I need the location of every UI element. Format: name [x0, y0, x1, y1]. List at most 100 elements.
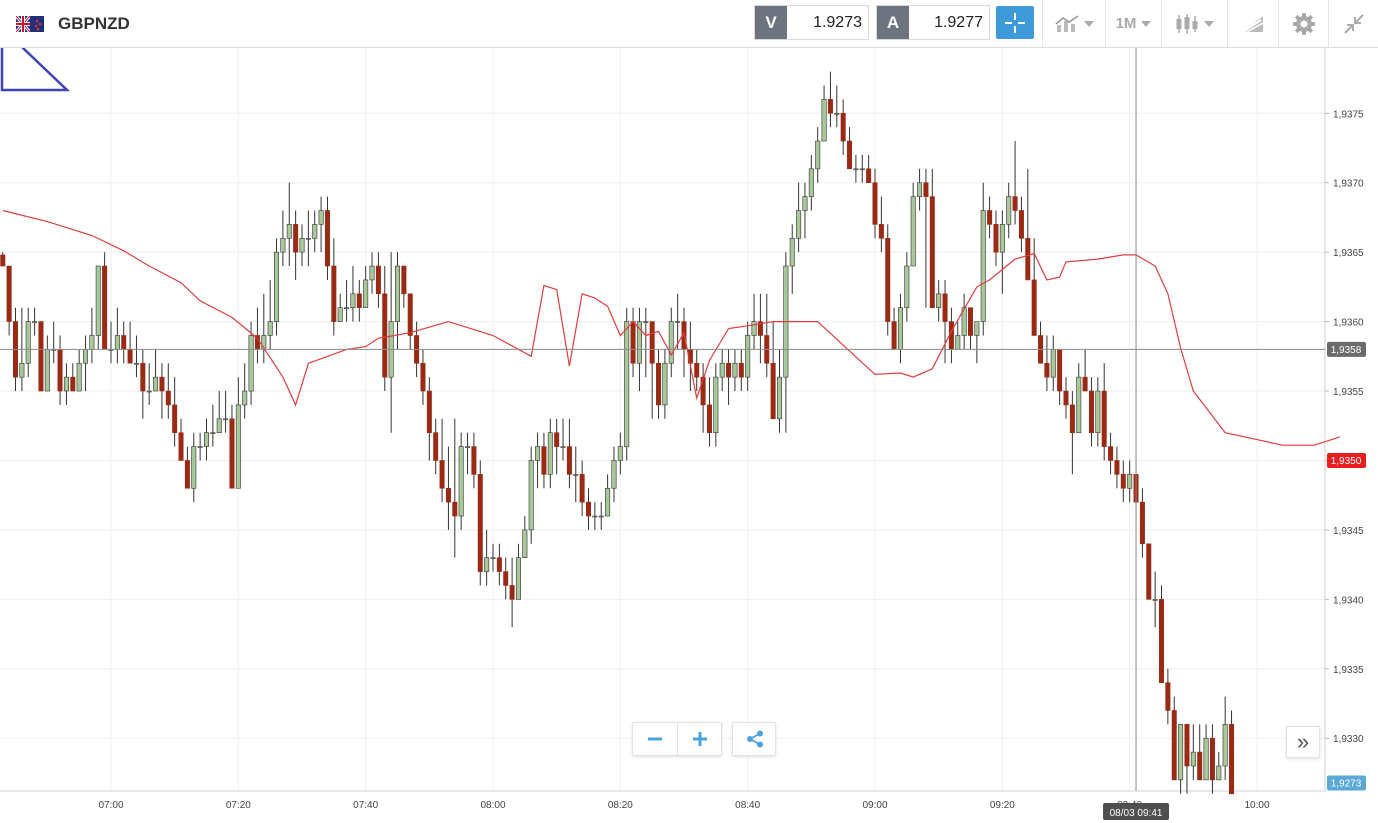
time-tick-label: 09:20 — [990, 800, 1015, 811]
indicators-button[interactable] — [1043, 0, 1105, 47]
candle-body — [38, 321, 44, 392]
candle-body — [1082, 376, 1088, 392]
price-chart[interactable]: 1,9330 1,9335 1,9340 1,9345 1,9350 1,9355 1,93… — [0, 48, 1378, 823]
time-tick-label: 09:00 — [862, 800, 887, 811]
chevron-down-icon — [1083, 20, 1094, 27]
candle-body — [1139, 501, 1145, 545]
candle-body — [95, 265, 101, 336]
drawn-triangle-shape[interactable] — [0, 48, 71, 92]
candle — [1063, 377, 1069, 419]
candle-body — [484, 557, 490, 572]
candle-body — [566, 446, 572, 475]
candle — [1152, 571, 1158, 628]
candle — [159, 363, 165, 419]
candle — [235, 377, 241, 489]
scroll-to-latest-button[interactable]: » — [1286, 726, 1320, 758]
candle — [1229, 710, 1235, 795]
candle-body — [471, 446, 477, 475]
price-tick-label: 1,9330 — [1333, 734, 1364, 745]
candle-body — [121, 335, 127, 350]
drawing-tools-button[interactable] — [1228, 0, 1278, 47]
timeframe-selector[interactable]: 1M — [1106, 0, 1161, 47]
candle — [57, 335, 63, 405]
top-toolbar: GBPNZD V 1.9273 A 1.9277 1M — [0, 0, 1378, 48]
candle — [1120, 460, 1126, 503]
settings-icon — [1292, 12, 1315, 35]
candle — [611, 446, 617, 503]
candle-body — [586, 501, 592, 517]
time-axis-ticks: 07:00 07:20 07:40 08:00 08:20 08:40 09:00 09:20… — [98, 800, 1269, 811]
candle-body — [859, 168, 865, 171]
share-button-inner[interactable] — [733, 723, 777, 755]
price-axis-ticks: 1,9330 1,9335 1,9340 1,9345 1,9350 1,9355 1,93… — [1325, 109, 1364, 745]
candle — [738, 349, 744, 392]
candle — [1025, 168, 1031, 281]
candle-body — [286, 224, 292, 239]
candle — [375, 252, 381, 308]
candle — [1050, 335, 1056, 392]
candle — [789, 224, 795, 294]
price-tick-label: 1,9360 — [1333, 318, 1364, 329]
candle — [458, 432, 464, 530]
candle-body — [611, 460, 617, 489]
candle — [605, 474, 611, 517]
candle — [999, 210, 1005, 294]
candle — [834, 85, 840, 128]
candle-body — [1050, 349, 1056, 378]
candle-body — [999, 224, 1005, 253]
candle — [153, 349, 159, 392]
candle — [821, 85, 827, 142]
candle-body — [617, 446, 623, 461]
candle — [668, 307, 674, 378]
candle — [745, 321, 751, 392]
candle — [1222, 696, 1228, 780]
collapse-button[interactable] — [1329, 0, 1378, 47]
candle-body — [1165, 682, 1171, 711]
candle — [184, 446, 190, 489]
candle-body — [528, 460, 534, 531]
chart-type-button[interactable] — [1162, 0, 1227, 47]
candle — [1171, 696, 1177, 781]
price-tick-label: 1,9365 — [1333, 248, 1364, 259]
candle — [1165, 668, 1171, 725]
candle-body — [1025, 237, 1031, 281]
price-tick-label: 1,9335 — [1333, 665, 1364, 676]
candle — [560, 418, 566, 461]
candle — [904, 252, 910, 322]
candle — [420, 349, 426, 405]
price-tick-label: 1,9370 — [1333, 179, 1364, 190]
toolbar-divider — [1105, 0, 1106, 47]
collapse-icon — [1343, 13, 1364, 34]
candle-body — [719, 362, 725, 378]
candle-body — [76, 362, 82, 392]
settings-button[interactable] — [1279, 0, 1328, 47]
candle — [197, 432, 203, 461]
crosshair-button[interactable] — [996, 6, 1034, 39]
candle-body — [305, 237, 311, 240]
candle-body — [1197, 751, 1203, 781]
candle-body — [624, 321, 630, 447]
zoom-in-button[interactable] — [678, 723, 722, 755]
candle-body — [872, 182, 878, 225]
share-button[interactable] — [732, 722, 776, 756]
candle-body — [293, 224, 299, 253]
share-icon — [747, 730, 763, 748]
time-tick-label: 08:20 — [608, 800, 633, 811]
zoom-out-button[interactable] — [633, 723, 677, 755]
candle — [1159, 585, 1165, 683]
candle — [528, 446, 534, 544]
candle — [1082, 349, 1088, 392]
sell-price-button[interactable]: V 1.9273 — [754, 5, 869, 40]
candle-body — [375, 265, 381, 295]
candles-group — [0, 71, 1235, 795]
candle-body — [1057, 349, 1063, 392]
candle-body — [0, 254, 6, 267]
toolbar-divider — [1042, 0, 1043, 47]
candle — [974, 321, 980, 364]
candle-body — [83, 349, 89, 364]
candle — [732, 349, 738, 392]
buy-price-button[interactable]: A 1.9277 — [876, 5, 990, 40]
candle — [878, 196, 884, 253]
candle-body — [605, 487, 611, 517]
candle — [210, 404, 216, 447]
